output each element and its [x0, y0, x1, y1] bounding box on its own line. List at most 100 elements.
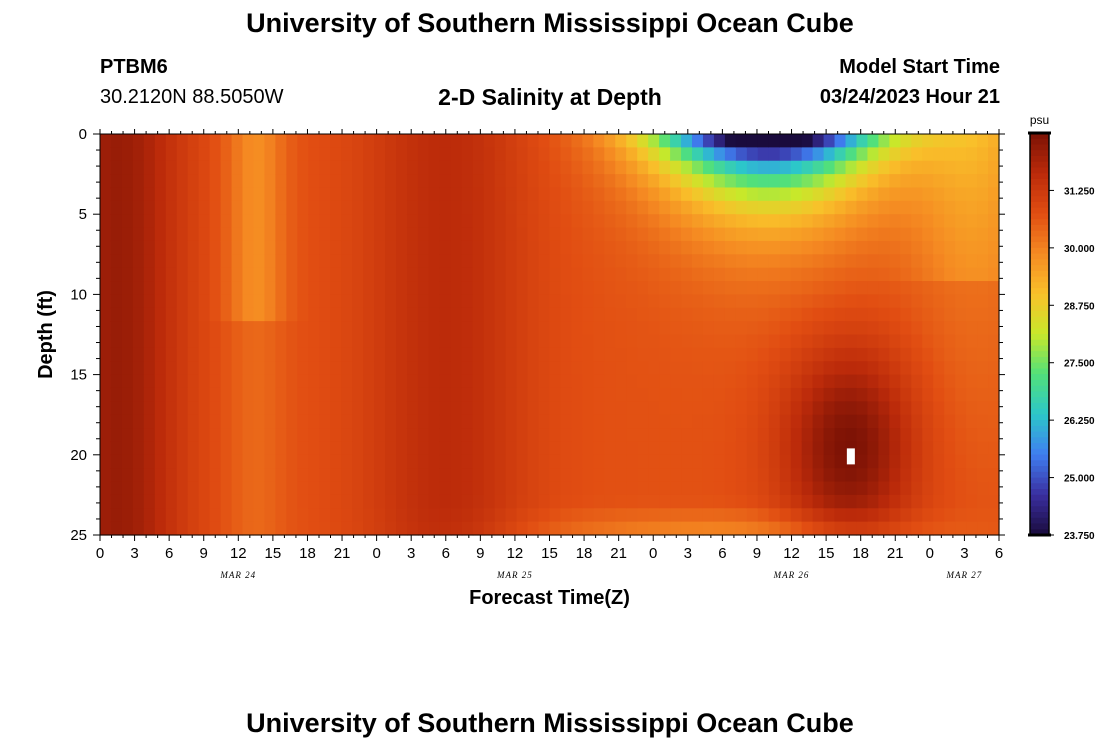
heatmap-cell: [768, 508, 781, 523]
heatmap-cell: [867, 428, 879, 443]
heatmap-cell: [801, 160, 814, 175]
heatmap-cell: [801, 187, 814, 202]
heatmap-cell: [812, 307, 825, 322]
heatmap-cell: [692, 494, 704, 509]
colorbar-segment: [1030, 500, 1049, 507]
heatmap-cell: [439, 387, 452, 402]
heatmap-cell: [406, 361, 419, 376]
heatmap-cell: [472, 521, 485, 536]
model-start-value: 03/24/2023 Hour 21: [819, 86, 1000, 108]
heatmap-cell: [593, 174, 605, 189]
colorbar-segment: [1030, 431, 1049, 438]
colorbar-segment: [1030, 184, 1049, 192]
heatmap-cell: [768, 334, 781, 349]
heatmap-cell: [187, 508, 200, 523]
heatmap-cell: [538, 321, 551, 336]
heatmap-cell: [713, 147, 726, 162]
heatmap-cell: [582, 187, 594, 202]
heatmap-cell: [308, 187, 320, 202]
heatmap-cell: [801, 428, 814, 443]
heatmap-cell: [713, 494, 726, 509]
heatmap-cell: [582, 521, 594, 536]
heatmap-cell: [845, 174, 858, 189]
heatmap-cell: [944, 387, 956, 402]
colorbar-segment: [1030, 155, 1049, 163]
heatmap-cell: [220, 347, 233, 362]
heatmap-cell: [286, 214, 298, 229]
heatmap-cell: [988, 200, 1000, 215]
heatmap-cell: [944, 481, 956, 496]
heatmap-cell: [220, 227, 233, 242]
heatmap-cell: [955, 147, 967, 162]
model-start-label: Model Start Time: [839, 56, 1000, 78]
heatmap-cell: [735, 454, 748, 469]
heatmap-cell: [922, 281, 934, 295]
heatmap-cell: [516, 414, 529, 429]
heatmap-cell: [933, 147, 945, 162]
heatmap-cell: [845, 227, 858, 242]
heatmap-cell: [648, 174, 660, 189]
heatmap-cell: [692, 428, 704, 443]
heatmap-cell: [143, 134, 156, 148]
heatmap-cell: [900, 494, 912, 509]
heatmap-cell: [330, 227, 342, 242]
heatmap-cell: [176, 521, 189, 536]
heatmap-cell: [417, 401, 430, 416]
heatmap-cell: [856, 321, 869, 336]
heatmap-cell: [319, 187, 331, 202]
heatmap-cell: [702, 281, 715, 295]
heatmap-cell: [626, 374, 638, 389]
heatmap-cell: [319, 174, 331, 189]
colorbar-segment: [1030, 443, 1049, 450]
heatmap-cell: [790, 200, 803, 215]
heatmap-cell: [779, 521, 792, 536]
heatmap-cell: [889, 227, 901, 242]
heatmap-cell: [297, 454, 309, 469]
heatmap-cell: [801, 174, 814, 189]
heatmap-cell: [615, 187, 627, 202]
heatmap-cell: [735, 227, 748, 242]
heatmap-cell: [549, 267, 562, 282]
heatmap-cell: [154, 387, 167, 402]
heatmap-cell: [779, 200, 792, 215]
heatmap-cell: [406, 334, 419, 349]
heatmap-cell: [724, 374, 737, 389]
heatmap-cell: [231, 361, 244, 376]
heatmap-cell: [659, 481, 671, 496]
heatmap-cell: [187, 387, 200, 402]
heatmap-cell: [286, 387, 298, 402]
heatmap-cell: [538, 240, 551, 255]
heatmap-cell: [549, 294, 562, 309]
heatmap-cell: [100, 374, 112, 389]
heatmap-cell: [779, 160, 792, 175]
heatmap-cell: [341, 347, 353, 362]
heatmap-cell: [100, 521, 112, 536]
heatmap-cell: [966, 174, 978, 189]
heatmap-cell: [220, 494, 233, 509]
heatmap-cell: [713, 254, 726, 269]
heatmap-cell: [110, 374, 123, 389]
heatmap-cell: [319, 361, 331, 376]
heatmap-cell: [143, 294, 156, 309]
heatmap-cell: [330, 521, 342, 536]
heatmap-cell: [439, 214, 452, 229]
heatmap-cell: [670, 441, 682, 456]
heatmap-cell: [352, 441, 364, 456]
heatmap-cell: [966, 214, 978, 229]
heatmap-cell: [494, 267, 507, 282]
heatmap-cell: [889, 307, 901, 322]
heatmap-cell: [143, 147, 156, 162]
date-label: MAR 27: [946, 570, 983, 580]
heatmap-cell: [428, 187, 441, 202]
heatmap-cell: [472, 441, 485, 456]
heatmap-cell: [242, 281, 255, 295]
heatmap-cell: [834, 267, 847, 282]
heatmap-cell: [516, 200, 529, 215]
heatmap-cell: [374, 481, 386, 496]
heatmap-cell: [790, 374, 803, 389]
heatmap-cell: [911, 134, 923, 148]
heatmap-cell: [812, 294, 825, 309]
heatmap-cell: [626, 174, 638, 189]
heatmap-cell: [735, 321, 748, 336]
heatmap-cell: [790, 494, 803, 509]
